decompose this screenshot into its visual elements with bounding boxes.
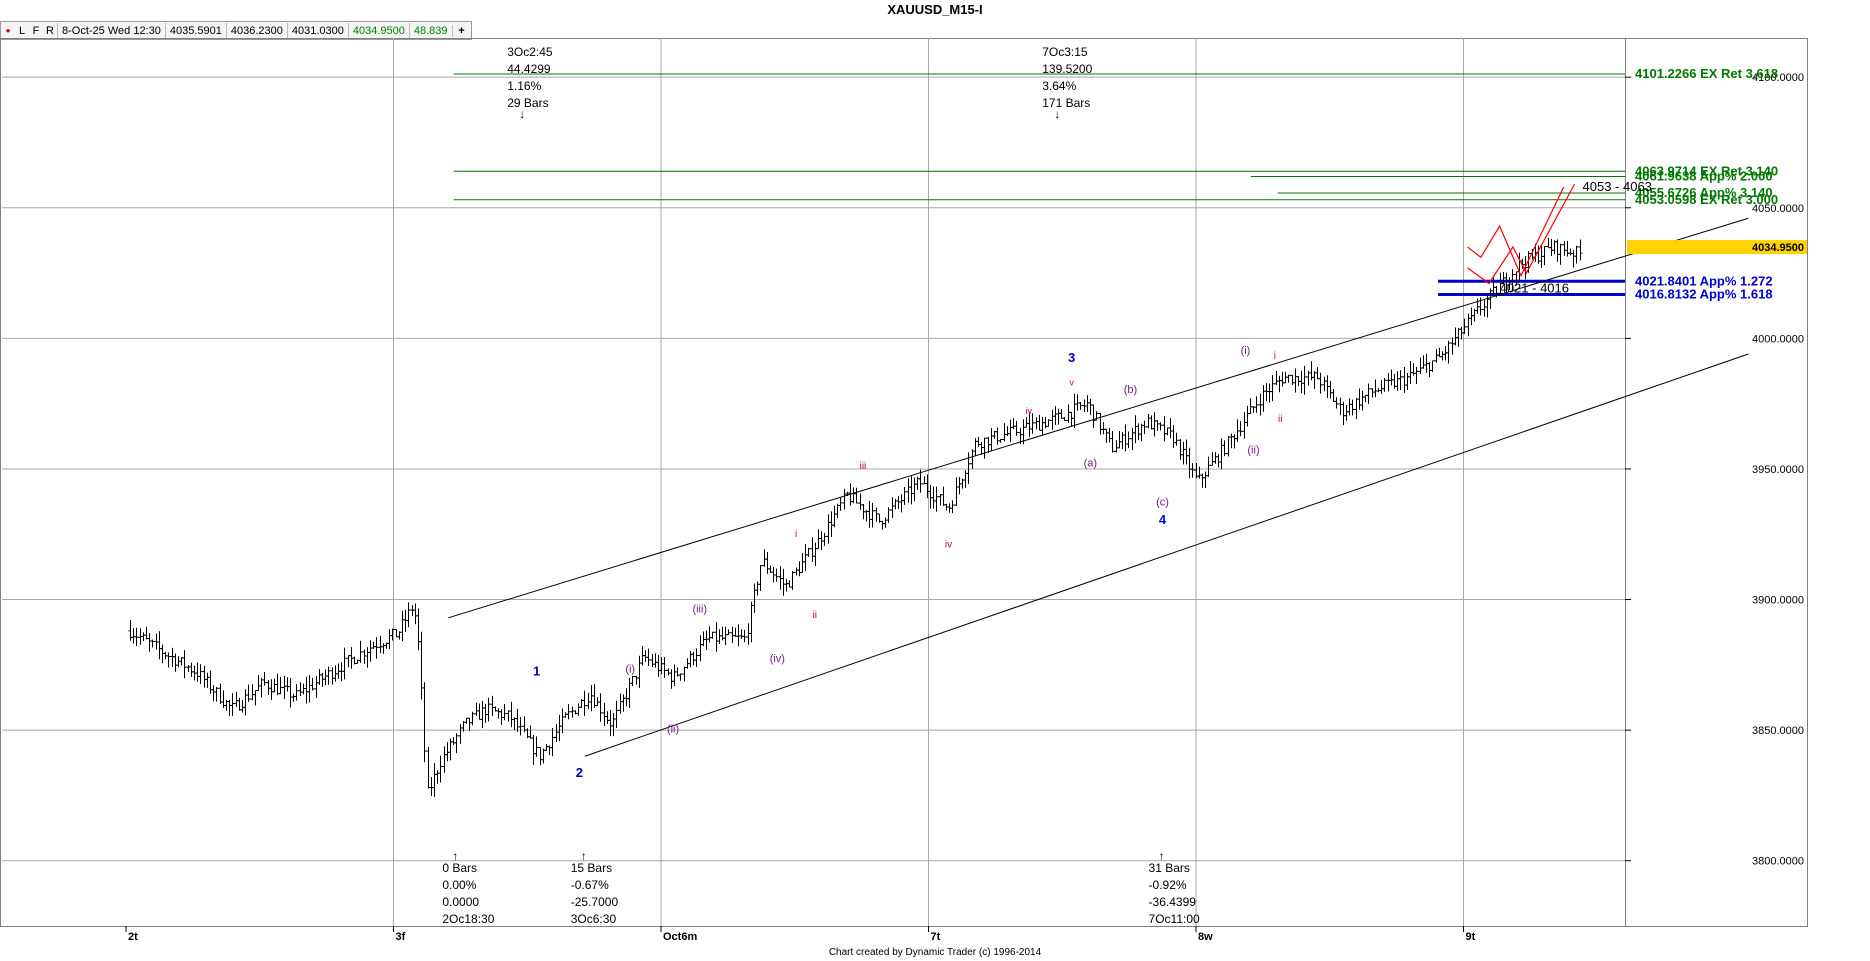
swing-annotation-text: 31 Bars (1149, 861, 1190, 875)
wave-label: iii (860, 461, 867, 472)
wave-label: ii (813, 610, 817, 621)
ratio-line-label: 4063.9714 EX Ret 3.140 (1635, 163, 1778, 178)
f-button[interactable]: F (32, 24, 40, 37)
r-button[interactable]: R (46, 24, 54, 37)
swing-arrow-icon: ↑ (452, 849, 458, 863)
swing-annotation-text: 7Oc11:00 (1149, 912, 1200, 926)
wave-label: v (1069, 377, 1074, 387)
bar-high: 4036.2300 (225, 22, 287, 39)
price-tick-label: 4100.0000 (1752, 72, 1804, 84)
swing-annotation-text: -36.4399 (1149, 895, 1197, 909)
wave-label: (ii) (1247, 444, 1259, 456)
wave-label: (iv) (770, 653, 785, 665)
swing-annotation-text: 15 Bars (571, 861, 612, 875)
target-zone-label: 4021 - 4016 (1500, 281, 1569, 296)
wave-label: (i) (1241, 345, 1251, 357)
chart-credit: Chart created by Dynamic Trader (c) 1996… (828, 947, 1042, 958)
swing-annotation-text: 139.5200 (1042, 62, 1092, 76)
ratio-line-label: 4021.8401 App% 1.272 (1635, 273, 1773, 288)
ratio-line-label: 4061.9638 App% 2.000 (1635, 169, 1773, 184)
bar-change: 48.839 (408, 22, 452, 39)
swing-arrow-icon: ↑ (1159, 849, 1165, 863)
price-tick-label: 4000.0000 (1752, 333, 1804, 345)
wave-label: (iii) (692, 604, 707, 616)
swing-annotation-text: 0.00% (442, 878, 476, 892)
swing-annotation-text: -25.7000 (571, 895, 619, 909)
projection-path (1467, 186, 1565, 278)
target-zone-label: 4053 - 4063 (1583, 179, 1652, 194)
swing-annotation-text: 2Oc18:30 (442, 912, 494, 926)
current-price-label: 4034.9500 (1752, 242, 1804, 254)
ratio-line-label: 4055.6726 App% 3.140 (1635, 185, 1773, 200)
ratio-line-label: 4101.2266 EX Ret 3.618 (1635, 66, 1778, 81)
swing-annotation-text: 3Oc6:30 (571, 912, 617, 926)
swing-annotation-text: 0 Bars (442, 861, 477, 875)
price-tick-label: 3950.0000 (1752, 464, 1804, 476)
date-tick-label: 3f (396, 931, 406, 943)
date-tick-label: 9t (1466, 931, 1476, 943)
projection-path (1467, 183, 1576, 285)
swing-annotation-text: 3Oc2:45 (507, 45, 553, 59)
current-price-marker (1627, 240, 1807, 255)
wave-label: (b) (1124, 384, 1137, 396)
swing-arrow-icon: ↑ (581, 849, 587, 863)
quote-info-bar: ● L F R 8-Oct-25 Wed 12:30 4035.5901 403… (0, 21, 472, 40)
wave-label: i (795, 529, 797, 540)
swing-annotation-text: 1.16% (507, 79, 541, 93)
swing-annotation-text: 0.0000 (442, 895, 479, 909)
wave-label: 1 (533, 663, 540, 678)
price-tick-label: 3900.0000 (1752, 595, 1804, 607)
wave-label: 4 (1159, 512, 1167, 527)
price-tick-label: 4050.0000 (1752, 203, 1804, 215)
channel-line (448, 217, 1749, 619)
wave-label: ii (1278, 414, 1282, 425)
bar-open: 4035.5901 (164, 22, 226, 39)
chart-frame (0, 38, 1808, 927)
chart-title: XAUUSD_M15-I (887, 2, 983, 17)
swing-arrow-icon: ↓ (519, 107, 525, 121)
wave-label: (a) (1084, 457, 1097, 469)
price-tick-label: 3850.0000 (1752, 725, 1804, 737)
channel-line (584, 353, 1749, 757)
add-button[interactable]: + (451, 24, 471, 37)
date-tick-label: 2t (128, 931, 138, 943)
date-tick-label: 7t (931, 931, 941, 943)
wave-label: iv (945, 539, 952, 550)
price-tick-label: 3800.0000 (1752, 856, 1804, 868)
wave-label: 2 (576, 765, 583, 780)
bar-close: 4034.9500 (347, 22, 409, 39)
swing-annotation-text: -0.67% (571, 878, 609, 892)
wave-label: (i) (625, 664, 635, 676)
ratio-line-label: 4016.8132 App% 1.618 (1635, 286, 1773, 301)
wave-label: (c) (1156, 497, 1169, 509)
swing-arrow-icon: ↓ (1054, 107, 1060, 121)
swing-annotation-text: 44.4299 (507, 62, 551, 76)
wave-label: iv (1026, 406, 1033, 416)
date-tick-label: Oct6m (663, 931, 697, 943)
bar-low: 4031.0300 (286, 22, 348, 39)
wave-label: (ii) (667, 724, 679, 736)
swing-annotation-text: 7Oc3:15 (1042, 45, 1088, 59)
swing-annotation-text: 29 Bars (507, 96, 548, 110)
swing-annotation-text: 171 Bars (1042, 96, 1090, 110)
live-dot-button[interactable]: ● (5, 26, 11, 35)
l-button[interactable]: L (18, 24, 26, 37)
swing-annotation-text: -0.92% (1149, 878, 1187, 892)
date-tick-label: 8w (1198, 931, 1213, 943)
wave-label: i (1274, 351, 1276, 362)
bar-datetime: 8-Oct-25 Wed 12:30 (57, 22, 165, 39)
swing-annotation-text: 3.64% (1042, 79, 1076, 93)
ratio-line-label: 4053.0598 EX Ret 3.000 (1635, 192, 1778, 207)
wave-label: 3 (1068, 350, 1075, 365)
